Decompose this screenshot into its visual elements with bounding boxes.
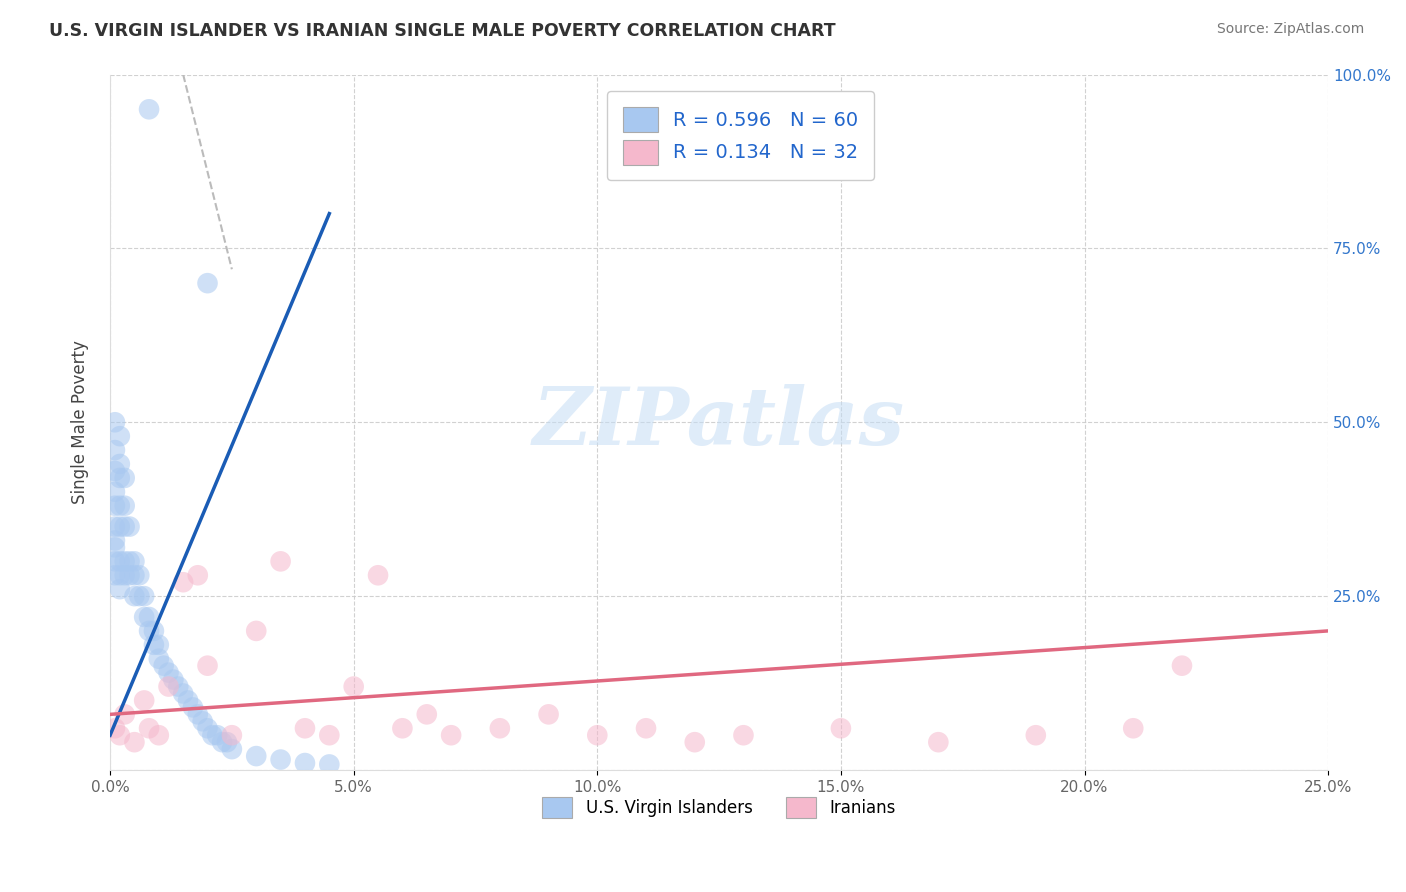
Point [108,457,131,471]
Point [108,582,131,597]
Point [104,484,127,499]
Point [128,568,150,582]
Legend: U.S. Virgin Islanders, Iranians: U.S. Virgin Islanders, Iranians [536,790,903,824]
Point [201,728,224,742]
Point [197,658,219,673]
Point [142,638,165,652]
Point [197,276,219,290]
Point [489,721,512,735]
Y-axis label: Single Male Poverty: Single Male Poverty [72,341,89,504]
Point [343,680,366,694]
Point [108,554,131,568]
Point [391,721,413,735]
Point [207,728,229,742]
Point [124,554,146,568]
Point [108,471,131,485]
Point [211,735,233,749]
Point [108,499,131,513]
Point [537,707,560,722]
Point [104,568,127,582]
Point [440,728,463,742]
Point [108,568,131,582]
Point [114,519,136,533]
Point [104,721,127,735]
Point [138,624,160,638]
Text: ZIPatlas: ZIPatlas [533,384,905,461]
Point [1122,721,1144,735]
Point [634,721,657,735]
Point [114,499,136,513]
Point [124,589,146,603]
Point [733,728,755,742]
Point [118,519,141,533]
Point [134,589,156,603]
Point [104,533,127,548]
Point [138,610,160,624]
Point [245,624,267,638]
Point [118,554,141,568]
Point [108,728,131,742]
Point [270,753,292,767]
Point [124,568,146,582]
Point [197,721,219,735]
Point [830,721,852,735]
Point [104,443,127,458]
Point [177,693,200,707]
Point [104,519,127,533]
Point [114,471,136,485]
Point [270,554,292,568]
Point [148,638,170,652]
Point [187,707,209,722]
Point [318,728,340,742]
Point [118,568,141,582]
Point [294,756,316,770]
Point [294,721,316,735]
Point [114,707,136,722]
Point [108,429,131,443]
Point [114,568,136,582]
Text: U.S. VIRGIN ISLANDER VS IRANIAN SINGLE MALE POVERTY CORRELATION CHART: U.S. VIRGIN ISLANDER VS IRANIAN SINGLE M… [49,22,835,40]
Point [1025,728,1047,742]
Point [104,464,127,478]
Point [927,735,949,749]
Point [124,735,146,749]
Point [148,651,170,665]
Point [134,693,156,707]
Point [138,721,160,735]
Point [162,673,184,687]
Point [138,103,160,117]
Point [172,686,194,700]
Text: Source: ZipAtlas.com: Source: ZipAtlas.com [1216,22,1364,37]
Point [416,707,439,722]
Point [142,624,165,638]
Point [157,665,180,680]
Point [191,714,214,729]
Point [245,749,267,764]
Point [221,728,243,742]
Point [108,519,131,533]
Point [104,415,127,429]
Point [187,568,209,582]
Point [367,568,389,582]
Point [104,554,127,568]
Point [157,680,180,694]
Point [148,728,170,742]
Point [318,757,340,772]
Point [152,658,174,673]
Point [104,541,127,555]
Point [104,499,127,513]
Point [1171,658,1194,673]
Point [683,735,706,749]
Point [172,575,194,590]
Point [128,589,150,603]
Point [167,680,190,694]
Point [215,735,238,749]
Point [181,700,204,714]
Point [586,728,609,742]
Point [114,554,136,568]
Point [134,610,156,624]
Point [221,742,243,756]
